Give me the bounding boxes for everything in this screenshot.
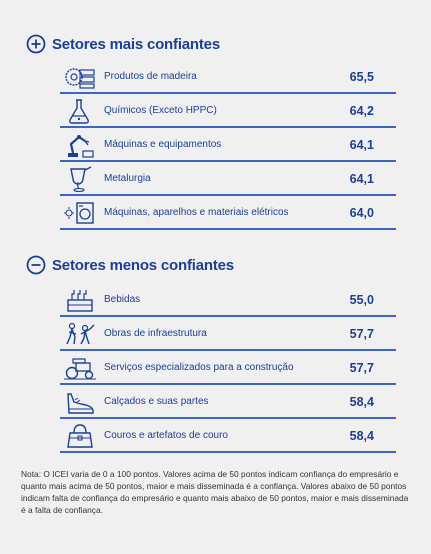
top-row-3: Máquinas e equipamentos 64,1 bbox=[60, 129, 396, 162]
row-value: 57,7 bbox=[349, 326, 374, 341]
bottom-row-5: Couros e artefatos de couro 58,4 bbox=[60, 420, 396, 453]
row-value: 57,7 bbox=[349, 360, 374, 375]
row-label: Produtos de madeira bbox=[104, 71, 197, 82]
bottle-crate-icon bbox=[60, 285, 100, 315]
bottom-row-1: Bebidas 55,0 bbox=[60, 284, 396, 317]
row-value: 65,5 bbox=[349, 69, 374, 84]
bottom-row-2: Obras de infraestrutura 57,7 bbox=[60, 318, 396, 351]
top-row-5: Máquinas, aparelhos e materiais elétrico… bbox=[60, 197, 396, 230]
row-label: Máquinas, aparelhos e materiais elétrico… bbox=[104, 207, 289, 218]
footnote: Nota: O ICEI varia de 0 a 100 pontos. Va… bbox=[21, 469, 409, 515]
workers-icon bbox=[60, 319, 100, 349]
minus-circle-icon bbox=[26, 255, 46, 275]
row-value: 64,1 bbox=[349, 137, 374, 152]
bottom-title-text: Setores menos confiantes bbox=[52, 256, 234, 274]
top-row-2: Químicos (Exceto HPPC) 64,2 bbox=[60, 95, 396, 128]
row-label: Obras de infraestrutura bbox=[104, 328, 207, 339]
top-row-1: Produtos de madeira 65,5 bbox=[60, 61, 396, 94]
top-section-title: Setores mais confiantes bbox=[26, 34, 220, 54]
row-label: Máquinas e equipamentos bbox=[104, 139, 222, 150]
saw-blade-icon bbox=[60, 62, 100, 92]
road-roller-icon bbox=[60, 353, 100, 383]
row-label: Serviços especializados para a construçã… bbox=[104, 362, 294, 373]
top-row-4: Metalurgia 64,1 bbox=[60, 163, 396, 196]
shoe-icon bbox=[60, 387, 100, 417]
robot-arm-icon bbox=[60, 130, 100, 160]
bottom-row-3: Serviços especializados para a construçã… bbox=[60, 352, 396, 385]
plus-circle-icon bbox=[26, 34, 46, 54]
row-value: 64,1 bbox=[349, 171, 374, 186]
row-label: Bebidas bbox=[104, 294, 141, 305]
row-label: Metalurgia bbox=[104, 173, 151, 184]
ladle-icon bbox=[60, 164, 100, 194]
row-label: Químicos (Exceto HPPC) bbox=[104, 105, 217, 116]
row-value: 58,4 bbox=[349, 394, 374, 409]
row-value: 64,2 bbox=[349, 103, 374, 118]
row-label: Calçados e suas partes bbox=[104, 396, 209, 407]
flask-icon bbox=[60, 96, 100, 126]
row-label: Couros e artefatos de couro bbox=[104, 430, 228, 441]
bottom-section-title: Setores menos confiantes bbox=[26, 255, 234, 275]
row-value: 64,0 bbox=[349, 205, 374, 220]
handbag-icon bbox=[60, 421, 100, 451]
washing-machine-icon bbox=[60, 198, 100, 228]
row-value: 58,4 bbox=[349, 428, 374, 443]
row-value: 55,0 bbox=[349, 292, 374, 307]
top-title-text: Setores mais confiantes bbox=[52, 35, 220, 53]
bottom-row-4: Calçados e suas partes 58,4 bbox=[60, 386, 396, 419]
